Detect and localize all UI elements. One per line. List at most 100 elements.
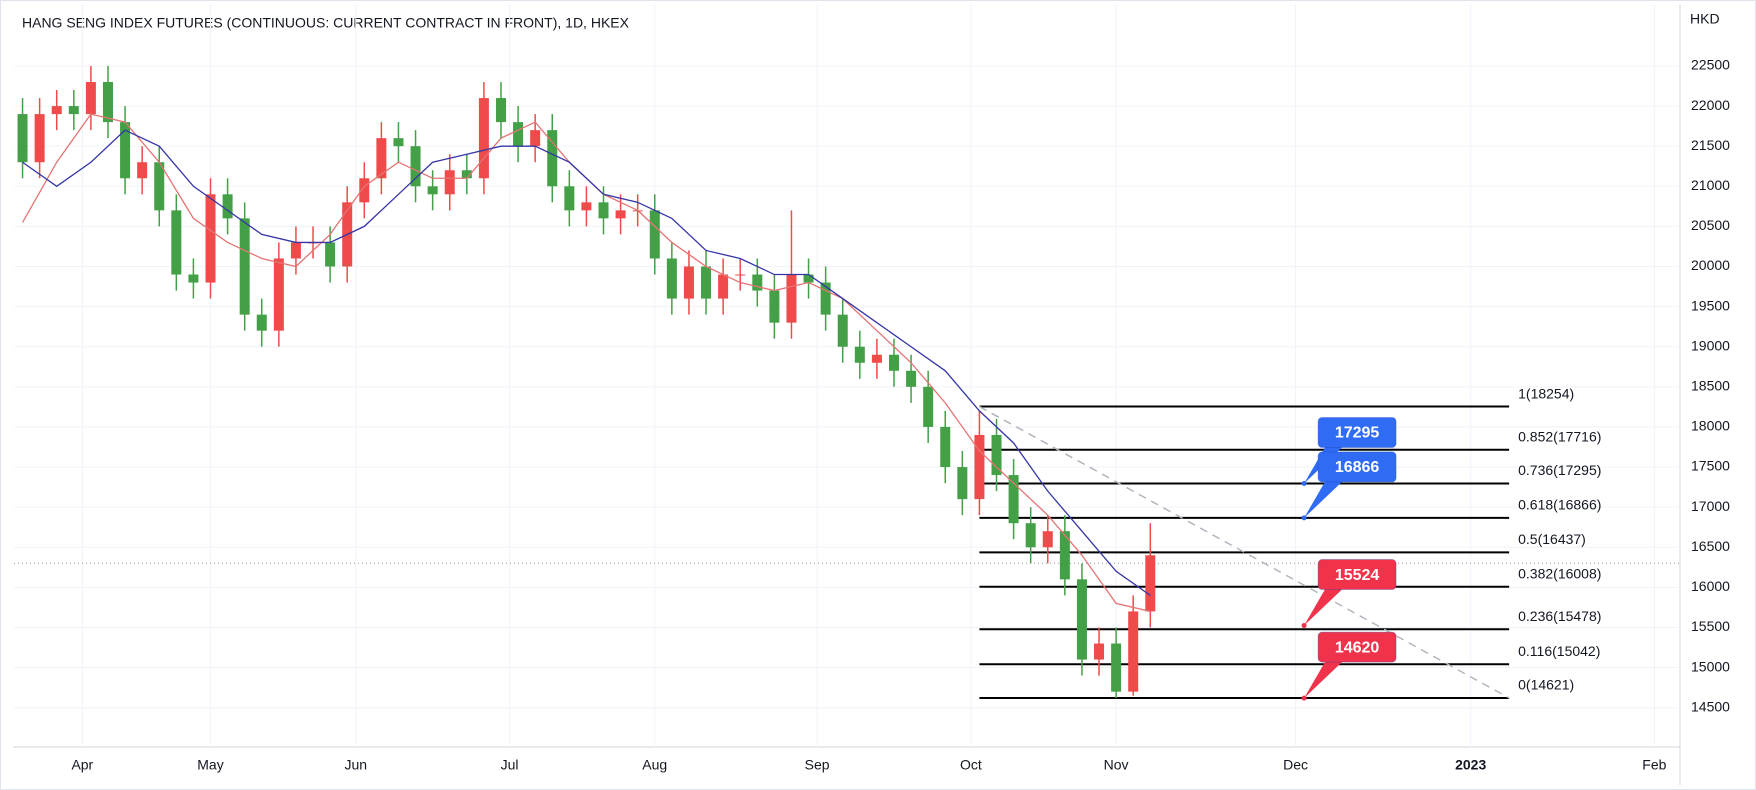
y-tick-label: 20000: [1691, 257, 1730, 273]
candle-body: [888, 354, 899, 371]
y-tick-label: 19000: [1691, 337, 1730, 353]
x-tick-label: Apr: [71, 757, 93, 773]
candle-body: [906, 370, 917, 387]
fib-label: 0.236(15478): [1518, 608, 1601, 624]
candle-body: [718, 274, 729, 299]
fib-label: 0.5(16437): [1518, 531, 1586, 547]
candle-body: [683, 266, 694, 299]
x-tick-label: Dec: [1283, 757, 1308, 773]
callout-anchor: [1301, 695, 1307, 701]
candle-body: [769, 290, 780, 323]
candle-body: [1042, 531, 1053, 548]
candle-body: [564, 186, 575, 211]
candle-body: [991, 434, 1002, 476]
candle-body: [256, 314, 267, 331]
y-tick-label: 16000: [1691, 578, 1730, 594]
candle-body: [17, 114, 28, 163]
candle-body: [649, 210, 660, 259]
candle-body: [1111, 643, 1122, 692]
candle-body: [940, 426, 951, 468]
x-tick-label: Nov: [1104, 757, 1129, 773]
fib-label: 0.116(15042): [1518, 643, 1600, 659]
candle-body: [34, 114, 45, 163]
callout-tail: [1304, 660, 1345, 699]
candle-body: [444, 170, 455, 195]
candle-body: [290, 242, 301, 259]
candle-body: [154, 162, 165, 211]
candle-body: [51, 106, 62, 115]
trend-line: [979, 405, 1510, 699]
candle-body: [871, 354, 882, 363]
candle-body: [957, 467, 968, 500]
candle-body: [478, 98, 489, 179]
candle-body: [598, 202, 609, 219]
candle-body: [410, 146, 421, 187]
callout-label: 17295: [1335, 425, 1380, 442]
x-tick-label: Jun: [344, 757, 367, 773]
candle-body: [102, 82, 113, 123]
candle-body: [1094, 643, 1105, 660]
chart-title: HANG SENG INDEX FUTURES (CONTINUOUS: CUR…: [22, 15, 630, 31]
candle-body: [513, 122, 524, 147]
candle-body: [820, 282, 831, 315]
candle-body: [666, 258, 677, 299]
candle-body: [837, 314, 848, 347]
y-tick-label: 17000: [1691, 498, 1730, 514]
callout-tail: [1304, 587, 1345, 626]
moving-average: [22, 129, 1151, 596]
y-tick-label: 19500: [1691, 297, 1730, 313]
candle-body: [359, 178, 370, 203]
candle-body: [581, 202, 592, 211]
candle-body: [854, 346, 865, 363]
candle-body: [427, 186, 438, 195]
candle-body: [393, 138, 404, 147]
candle-body: [530, 130, 541, 147]
callout-label: 15524: [1335, 567, 1380, 584]
candle-body: [376, 138, 387, 179]
y-tick-label: 18500: [1691, 378, 1730, 394]
candle-body: [752, 274, 763, 291]
callout-badge: [1317, 631, 1397, 663]
candle-body: [222, 194, 233, 219]
candle-body: [923, 386, 934, 427]
y-tick-label: 21500: [1691, 137, 1730, 153]
callout-tail: [1304, 479, 1345, 518]
candle-body: [1025, 523, 1036, 548]
candle-body: [1076, 579, 1087, 660]
callout-label: 16866: [1335, 459, 1380, 476]
candle-body: [1008, 475, 1019, 524]
candle-body: [137, 162, 148, 179]
fib-label: 0.382(16008): [1518, 565, 1601, 581]
candle-body: [205, 194, 216, 283]
candle-body: [188, 274, 199, 283]
y-tick-label: 18000: [1691, 418, 1730, 434]
y-tick-label: 22500: [1691, 57, 1730, 73]
y-tick-label: 17500: [1691, 458, 1730, 474]
candle-body: [120, 122, 131, 179]
y-tick-label: 15000: [1691, 658, 1730, 674]
candle-body: [68, 106, 79, 115]
fib-label: 0.618(16866): [1518, 497, 1601, 513]
candle-body: [701, 266, 712, 299]
x-tick-label: Jul: [501, 757, 519, 773]
x-tick-label: Sep: [805, 757, 830, 773]
candle-body: [461, 170, 472, 179]
x-tick-label: Feb: [1642, 757, 1666, 773]
candle-body: [273, 258, 284, 331]
fib-label: 0(14621): [1518, 677, 1574, 693]
callout-anchor: [1301, 515, 1307, 521]
y-tick-label: 15500: [1691, 618, 1730, 634]
callout-anchor: [1301, 480, 1307, 486]
candle-body: [1059, 531, 1070, 580]
x-tick-label: Aug: [642, 757, 667, 773]
callout-anchor: [1301, 623, 1307, 629]
y-tick-label: 16500: [1691, 538, 1730, 554]
candle-body: [1145, 555, 1156, 612]
candle-body: [1128, 611, 1139, 692]
fib-label: 0.736(17295): [1518, 462, 1601, 478]
candle-body: [803, 274, 814, 283]
x-tick-label: May: [197, 757, 223, 773]
y-tick-label: 14500: [1691, 698, 1730, 714]
y-unit: HKD: [1690, 11, 1720, 27]
